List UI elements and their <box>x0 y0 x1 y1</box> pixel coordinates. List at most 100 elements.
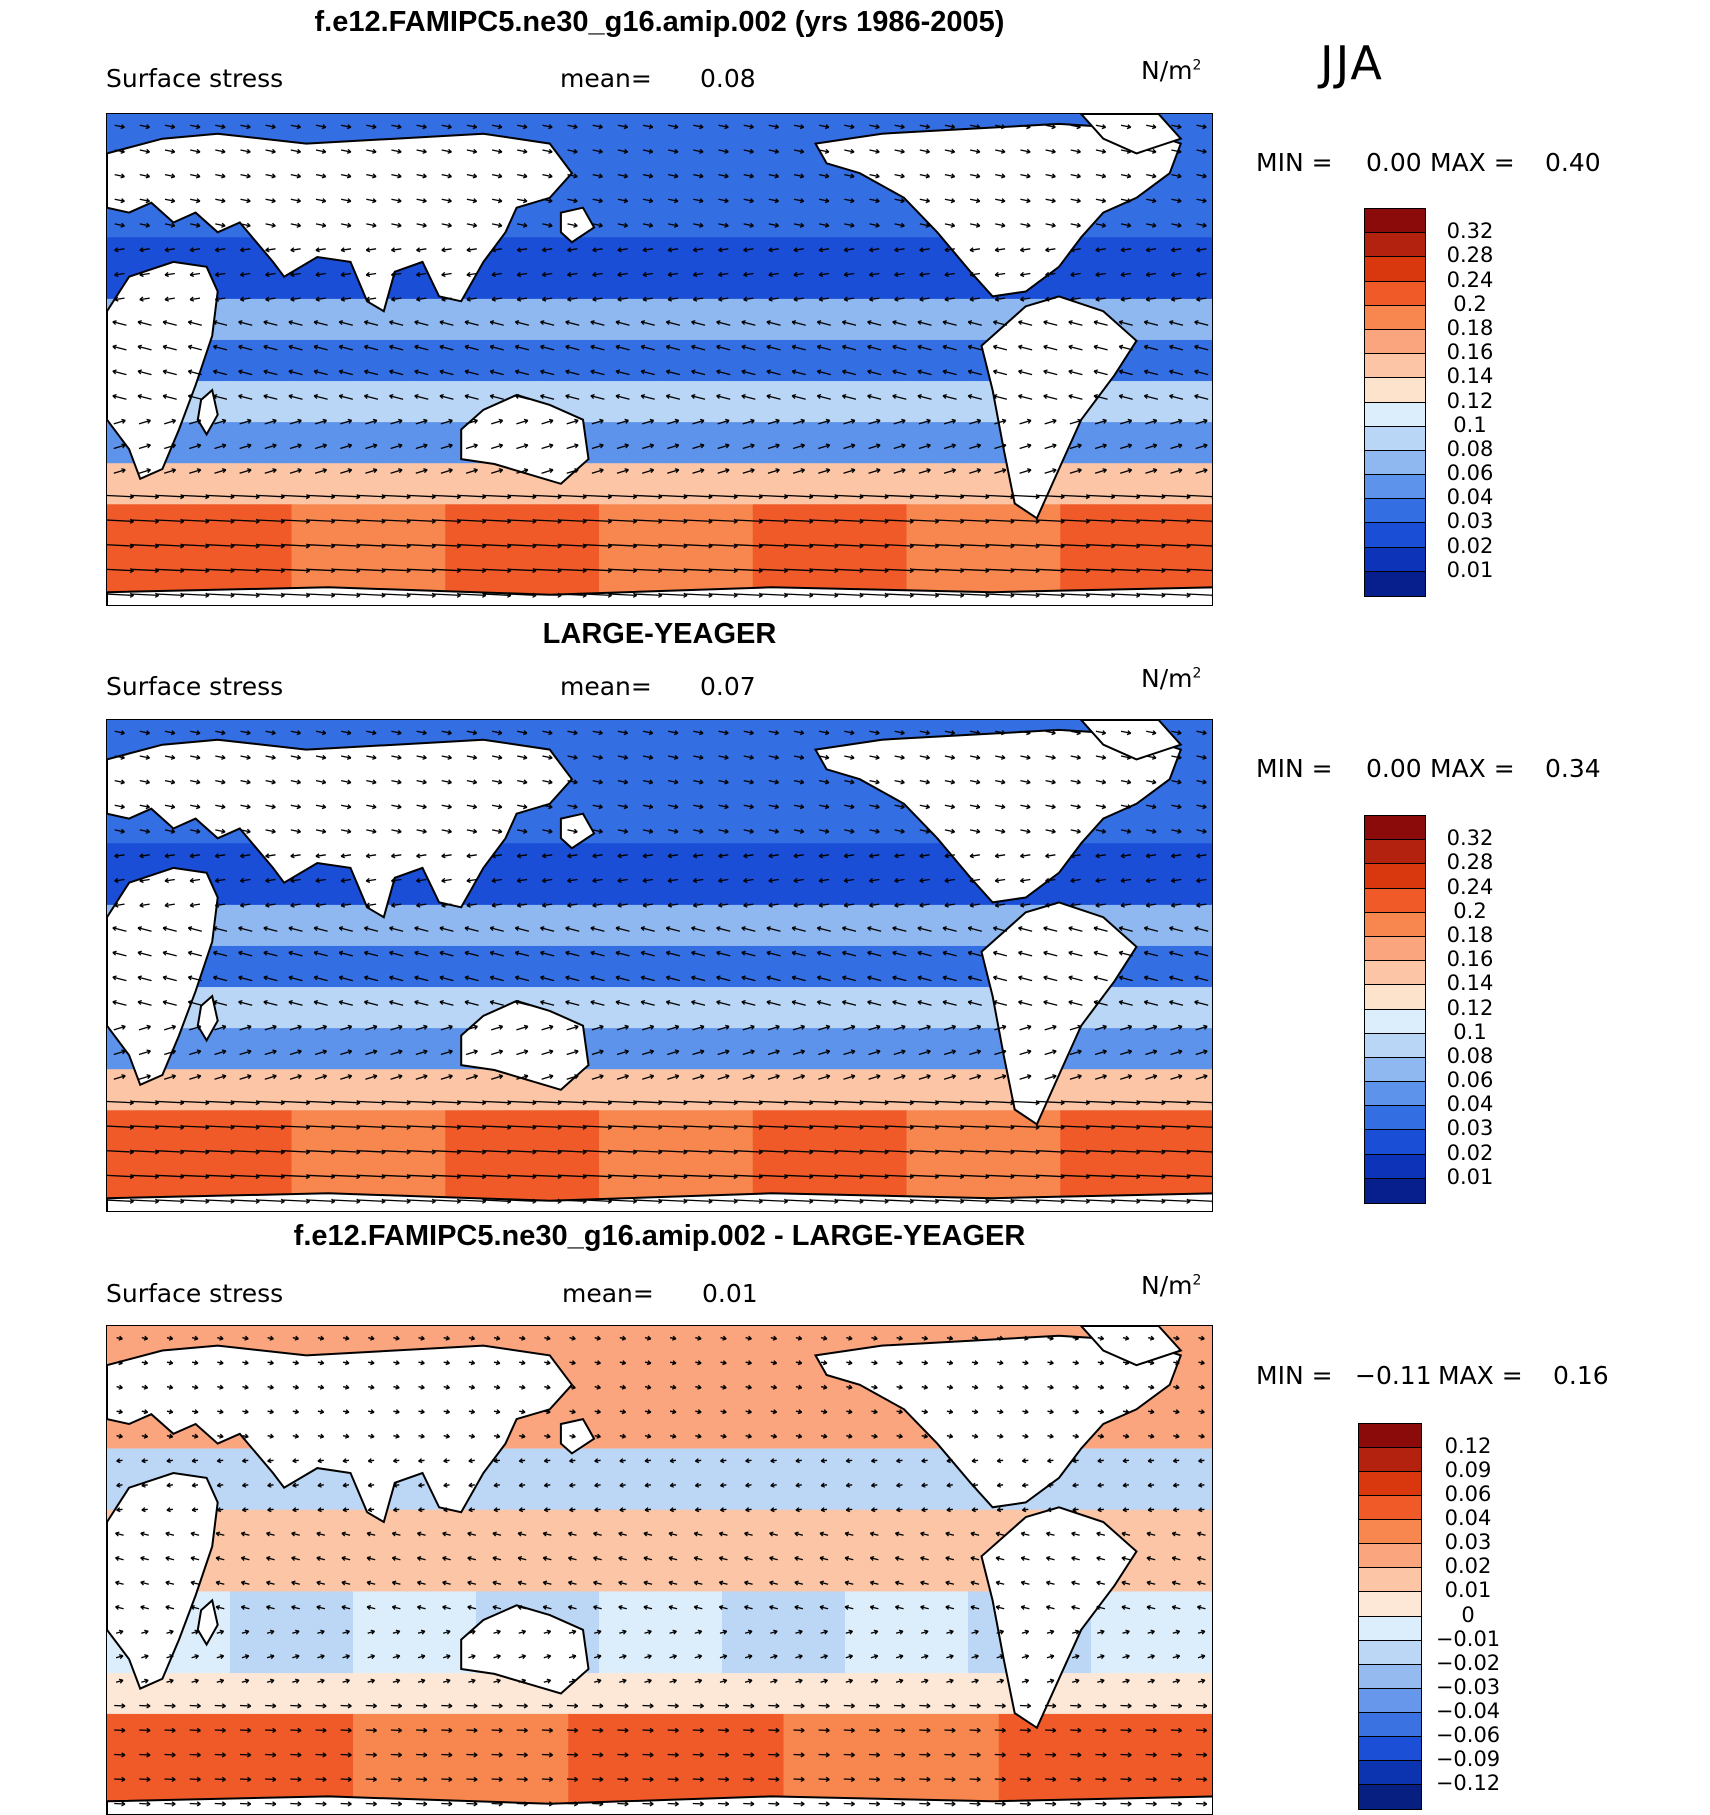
stress-vector <box>191 1360 199 1366</box>
stress-vector <box>393 1360 400 1366</box>
stress-vector <box>642 853 653 859</box>
stress-vector <box>992 369 1008 376</box>
stress-vector <box>544 1384 551 1390</box>
stress-vector <box>414 320 429 326</box>
ocean-cell <box>968 422 1000 444</box>
ocean-cell <box>968 1048 1000 1071</box>
stress-vector <box>617 730 629 736</box>
ocean-cell <box>875 1407 908 1430</box>
ocean-cell <box>722 216 754 239</box>
stress-vector <box>844 148 855 154</box>
stress-vector <box>1171 173 1182 179</box>
ocean-cell <box>968 904 1000 927</box>
stress-vector <box>795 1360 803 1366</box>
ocean-cell <box>107 1151 139 1173</box>
ocean-cell <box>230 1571 262 1593</box>
ocean-cell <box>199 1448 231 1470</box>
stress-vector <box>1120 148 1132 154</box>
ocean-cell <box>875 1530 908 1552</box>
stress-vector <box>138 418 151 425</box>
stress-vector <box>214 247 226 253</box>
ocean-cell <box>1183 1366 1212 1389</box>
land-outline <box>460 999 590 1091</box>
ocean-cell <box>168 463 201 485</box>
stress-vector <box>767 1024 780 1031</box>
ocean-cell <box>230 945 262 968</box>
ocean-cell <box>722 483 754 506</box>
ocean-cell <box>937 545 969 567</box>
ocean-cell <box>260 524 293 547</box>
ocean-cell <box>629 1632 662 1654</box>
ocean-cell <box>783 1550 816 1572</box>
ocean-cell <box>599 360 631 383</box>
stress-vector <box>265 173 276 179</box>
stress-vector <box>741 393 756 400</box>
ocean-cell <box>1091 1632 1123 1654</box>
ocean-cell <box>937 987 969 1009</box>
ocean-cell <box>137 1734 170 1756</box>
ocean-cell <box>691 196 723 218</box>
stress-vector <box>716 950 731 957</box>
ocean-cell <box>814 1468 846 1491</box>
stress-vector <box>818 804 830 810</box>
ocean-cell <box>845 1591 877 1613</box>
ocean-cell <box>722 925 754 947</box>
stress-vector <box>869 804 880 810</box>
ocean-cell <box>1183 966 1212 989</box>
stress-vector <box>316 1531 326 1537</box>
ocean-cell <box>968 1171 1000 1194</box>
ocean-cell <box>1183 1754 1212 1777</box>
ocean-cell <box>845 1407 877 1430</box>
ocean-cell <box>291 1130 324 1153</box>
ocean-cell <box>291 966 324 989</box>
ocean-cell <box>783 381 816 403</box>
ocean-cell <box>414 483 447 506</box>
stress-vector <box>843 853 855 859</box>
stress-vector <box>869 779 880 785</box>
stress-vector <box>946 1433 954 1439</box>
stress-vector <box>440 468 453 474</box>
ocean-cell <box>875 1007 908 1030</box>
ocean-cell <box>599 257 631 280</box>
ocean-cell <box>599 545 631 567</box>
ocean-cell <box>906 1611 939 1634</box>
ocean-cell <box>414 1509 447 1532</box>
ocean-cell <box>752 1007 785 1030</box>
stress-vector <box>819 1604 829 1610</box>
stress-vector <box>995 124 1006 130</box>
stress-vector <box>415 1024 428 1031</box>
colorbar-tick-label: 0.14 <box>1446 971 1494 996</box>
stress-vector <box>1170 1049 1183 1056</box>
stress-vector <box>969 1024 982 1031</box>
stress-vector <box>894 222 905 228</box>
stress-vector <box>946 1482 953 1488</box>
colorbar-swatch <box>1365 961 1425 986</box>
stress-vector <box>644 1458 651 1464</box>
ocean-cell <box>414 1652 447 1675</box>
stress-vector <box>1093 344 1108 351</box>
stress-vector <box>290 247 301 253</box>
stress-vector <box>190 198 201 204</box>
ocean-cell <box>1121 524 1154 547</box>
ocean-cell <box>691 1571 723 1593</box>
ocean-cell <box>875 945 908 968</box>
stress-vector <box>466 853 477 859</box>
units-label: N/m2 <box>1141 1271 1202 1300</box>
stress-vector <box>894 828 905 834</box>
ocean-cell <box>168 114 201 136</box>
ocean-cell <box>260 884 293 906</box>
stress-vector <box>867 950 882 957</box>
stress-vector <box>716 369 731 376</box>
ocean-cell <box>1121 1468 1154 1491</box>
stress-vector <box>818 853 830 859</box>
stress-vector <box>240 222 251 228</box>
stress-vector <box>1070 148 1081 154</box>
stress-vector <box>489 320 504 326</box>
stress-vector <box>1020 779 1031 785</box>
stress-vector <box>1120 902 1131 908</box>
stress-vector <box>871 1409 878 1415</box>
stress-vector <box>592 754 603 760</box>
ocean-cell <box>353 1713 385 1736</box>
stress-vector <box>266 1580 275 1586</box>
ocean-cell <box>783 966 816 989</box>
